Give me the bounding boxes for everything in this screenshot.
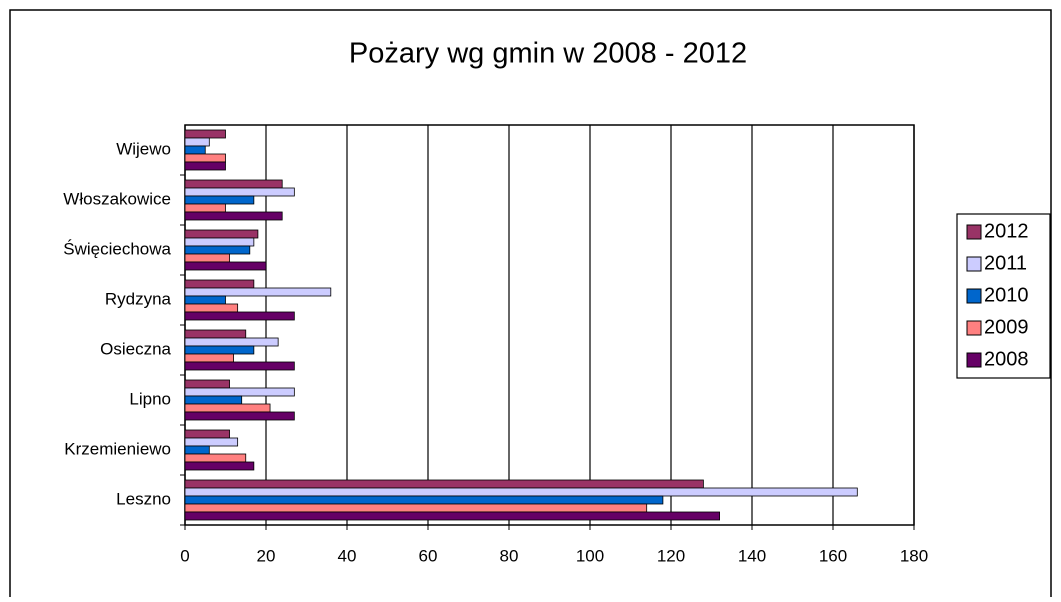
legend-label: 2009 bbox=[984, 316, 1029, 338]
bar bbox=[184, 495, 664, 505]
bar bbox=[184, 145, 206, 155]
bar bbox=[184, 437, 239, 447]
y-tick-label: Krzemieniewo bbox=[64, 439, 171, 458]
bar bbox=[184, 303, 239, 313]
bar bbox=[184, 237, 255, 247]
bar bbox=[184, 379, 230, 389]
bar bbox=[184, 179, 283, 189]
bar bbox=[184, 487, 858, 497]
bar bbox=[184, 461, 255, 471]
bar bbox=[184, 253, 230, 263]
bar bbox=[184, 203, 226, 213]
bar bbox=[184, 279, 255, 289]
x-tick-label: 40 bbox=[338, 546, 357, 565]
bar bbox=[184, 229, 259, 239]
bar bbox=[184, 295, 226, 305]
x-tick-label: 80 bbox=[500, 546, 519, 565]
bar bbox=[184, 129, 226, 139]
bar bbox=[184, 403, 271, 413]
y-tick-label: Włoszakowice bbox=[63, 189, 171, 208]
bar bbox=[184, 211, 283, 221]
x-tick-label: 120 bbox=[657, 546, 685, 565]
bar bbox=[184, 395, 243, 405]
legend-swatch bbox=[966, 352, 982, 368]
y-tick-label: Rydzyna bbox=[105, 289, 172, 308]
legend-label: 2008 bbox=[984, 348, 1029, 370]
x-tick-label: 0 bbox=[180, 546, 189, 565]
x-tick-label: 140 bbox=[738, 546, 766, 565]
y-tick-label: Leszno bbox=[116, 489, 171, 508]
bar bbox=[184, 387, 295, 397]
x-tick-label: 160 bbox=[819, 546, 847, 565]
y-tick-label: Wijewo bbox=[116, 139, 171, 158]
bar bbox=[184, 329, 247, 339]
y-tick-label: Święciechowa bbox=[63, 239, 171, 258]
legend-label: 2012 bbox=[984, 220, 1029, 242]
legend-swatch bbox=[966, 320, 982, 336]
bar bbox=[184, 429, 230, 439]
bar bbox=[184, 453, 247, 463]
bar bbox=[184, 261, 267, 271]
bar bbox=[184, 345, 255, 355]
plot-area bbox=[184, 124, 915, 526]
bar bbox=[184, 311, 295, 321]
bar bbox=[184, 161, 226, 171]
legend-swatch bbox=[966, 288, 982, 304]
bar bbox=[184, 511, 720, 521]
bar bbox=[184, 361, 295, 371]
legend-swatch bbox=[966, 256, 982, 272]
bar bbox=[184, 337, 279, 347]
bar bbox=[184, 195, 255, 205]
chart-title: Pożary wg gmin w 2008 - 2012 bbox=[349, 38, 747, 70]
y-tick-label: Osieczna bbox=[100, 339, 171, 358]
legend-label: 2010 bbox=[984, 284, 1029, 306]
bar bbox=[184, 153, 226, 163]
legend-swatch bbox=[966, 224, 982, 240]
bar bbox=[184, 479, 704, 489]
y-tick-label: Lipno bbox=[129, 389, 171, 408]
x-tick-label: 100 bbox=[576, 546, 604, 565]
bar bbox=[184, 187, 295, 197]
bar bbox=[184, 287, 332, 297]
bar bbox=[184, 245, 251, 255]
x-tick-label: 60 bbox=[419, 546, 438, 565]
x-tick-label: 180 bbox=[900, 546, 928, 565]
x-tick-label: 20 bbox=[257, 546, 276, 565]
bar bbox=[184, 353, 234, 363]
bar bbox=[184, 445, 210, 455]
bar bbox=[184, 411, 295, 421]
bar bbox=[184, 503, 648, 513]
bar bbox=[184, 137, 210, 147]
legend-label: 2011 bbox=[984, 252, 1027, 274]
